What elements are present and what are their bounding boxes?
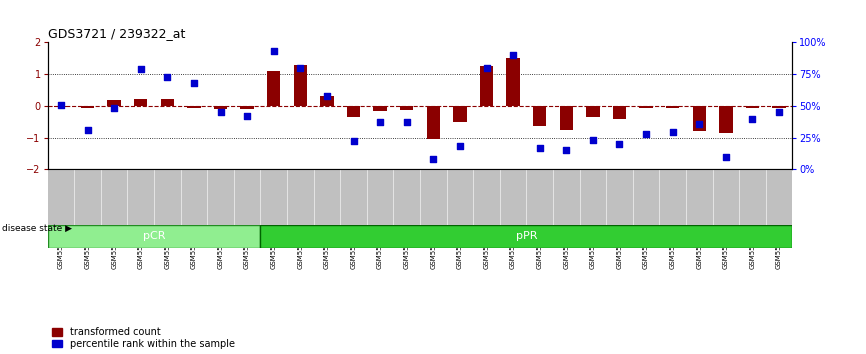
Point [107, 105, 121, 111]
Bar [261, 225, 792, 248]
Point [294, 65, 307, 71]
Point [320, 93, 333, 98]
Bar [373, 106, 387, 110]
Point [692, 121, 706, 126]
Bar [453, 106, 467, 122]
Bar [427, 106, 440, 139]
Point [267, 48, 281, 54]
Bar [107, 99, 120, 106]
Point [81, 127, 94, 133]
Bar [214, 106, 227, 109]
Text: pCR: pCR [143, 232, 165, 241]
Point [187, 80, 201, 86]
Bar [639, 106, 653, 108]
Point [160, 74, 174, 80]
Bar [347, 106, 360, 117]
Bar [613, 106, 626, 119]
Bar [533, 106, 546, 126]
Bar [772, 106, 785, 108]
Bar [294, 65, 307, 106]
Bar [241, 106, 254, 109]
Bar [267, 71, 281, 106]
Bar [746, 106, 759, 108]
Point [400, 120, 414, 125]
Bar [507, 58, 520, 106]
Bar [81, 106, 94, 108]
Point [746, 116, 759, 121]
Point [506, 52, 520, 58]
Point [612, 141, 626, 147]
Text: disease state ▶: disease state ▶ [2, 224, 72, 233]
Point [214, 109, 228, 115]
Text: GDS3721 / 239322_at: GDS3721 / 239322_at [48, 27, 185, 40]
Point [453, 144, 467, 149]
Bar [320, 96, 333, 106]
Bar [134, 98, 147, 106]
Bar [720, 106, 733, 133]
Point [426, 156, 440, 162]
Point [772, 109, 786, 115]
Point [586, 137, 600, 143]
Bar [480, 66, 493, 106]
Point [666, 130, 680, 135]
Bar [666, 106, 679, 108]
Bar [187, 106, 201, 108]
Point [346, 138, 360, 144]
Bar [55, 106, 68, 107]
Bar [693, 106, 706, 131]
Point [480, 65, 494, 71]
Point [54, 102, 68, 107]
Point [373, 120, 387, 125]
Point [559, 147, 573, 153]
Bar [400, 106, 413, 110]
Bar [586, 106, 599, 117]
Legend: transformed count, percentile rank within the sample: transformed count, percentile rank withi… [53, 327, 235, 349]
Bar [161, 99, 174, 106]
Bar [48, 225, 261, 248]
Point [719, 154, 733, 159]
Point [133, 66, 147, 72]
Point [240, 113, 254, 119]
Point [533, 145, 546, 150]
Point [639, 131, 653, 137]
Text: pPR: pPR [515, 232, 537, 241]
Bar [559, 106, 573, 130]
